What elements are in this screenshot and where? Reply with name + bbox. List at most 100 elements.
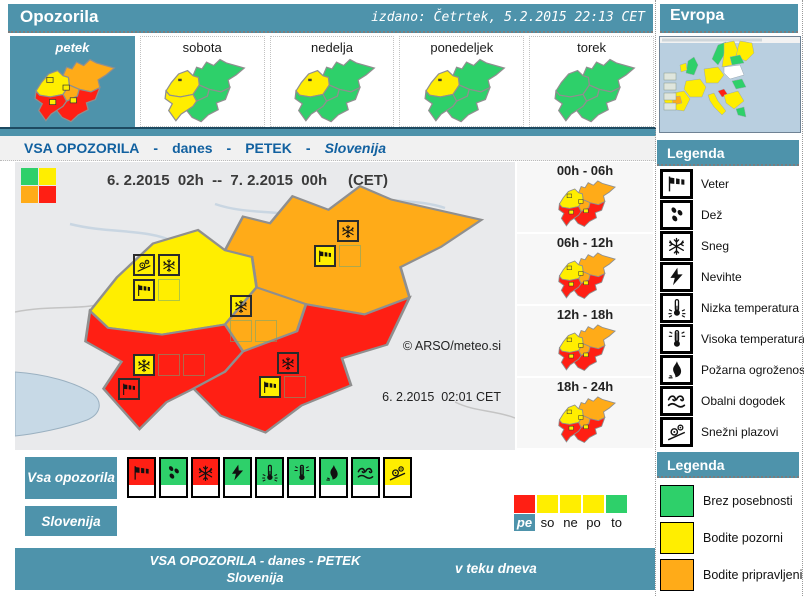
day-level-swatch [514, 495, 535, 513]
day-tab-label: nedelja [311, 40, 353, 55]
footer-line1: VSA OPOZORILA - danes - PETEK [149, 553, 361, 568]
legend-levels-header: Legenda [657, 452, 799, 478]
day-select-so[interactable]: so [537, 495, 558, 531]
dez-icon [161, 459, 186, 485]
filter-plazovi-button[interactable] [383, 457, 412, 498]
filter-nevihte-button[interactable] [223, 457, 252, 498]
day-label: pe [514, 514, 535, 531]
mini-legend-green [21, 168, 38, 185]
veter-icon [129, 459, 154, 485]
legend-item-dez: Dež [657, 199, 803, 230]
day-label: ne [563, 515, 578, 530]
legend-item-label: Dež [701, 207, 723, 222]
nizka-icon [257, 459, 282, 485]
slovenia-row: Slovenija pe so ne po to [15, 495, 655, 540]
legend-level-yellow: Bodite pozorni [657, 519, 803, 556]
filter-visoka-button[interactable] [287, 457, 316, 498]
time-panel-label: 06h - 12h [556, 235, 614, 250]
level-color-swatch [660, 558, 694, 591]
day-tab-ponedeljek[interactable]: ponedeljek [399, 36, 525, 127]
legend-icons-list: Veter Dež Sneg Nevihte Nizka temperatura Viso… [657, 168, 804, 447]
veter-icon [133, 279, 155, 301]
filter-veter-button[interactable] [127, 457, 156, 498]
day-tab-torek[interactable]: torek [529, 36, 654, 127]
time-panel-18h-24h[interactable]: 18h - 24h [517, 378, 653, 448]
legend-item-nevihte: Nevihte [657, 261, 803, 292]
mini-legend-yellow [39, 168, 56, 185]
breadcrumb-segment: danes [172, 140, 213, 156]
filter-dez-button[interactable] [159, 457, 188, 498]
legend-item-nizka: Nizka temperatura [657, 292, 803, 323]
pozarna-icon [660, 354, 693, 385]
page-edge [802, 0, 803, 596]
time-panel-06h-12h[interactable]: 06h - 12h [517, 234, 653, 304]
empty-warning-cell [255, 320, 277, 342]
plazovi-icon [133, 254, 155, 276]
map-attribution: © ARSO/meteo.si 6. 2.2015 02:01 CET [382, 304, 501, 440]
day-level-swatch [560, 495, 581, 513]
filter-nizka-button[interactable] [255, 457, 284, 498]
header-bar: Opozorila izdano: Četrtek, 5.2.2015 22:1… [8, 4, 653, 33]
day-tab-sobota[interactable]: sobota [139, 36, 265, 127]
legend-level-label: Brez posebnosti [703, 493, 793, 508]
day-select-ne[interactable]: ne [560, 495, 581, 531]
legend-item-label: Nizka temperatura [701, 300, 800, 315]
europe-warning-map[interactable] [659, 36, 801, 133]
mini-legend-orange [21, 186, 38, 203]
filter-pozarna-button[interactable] [319, 457, 348, 498]
day-tab-nedelja[interactable]: nedelja [269, 36, 395, 127]
warning-type-filter-icons [127, 457, 412, 498]
slovenia-button[interactable]: Slovenija [25, 506, 117, 536]
day-select-to[interactable]: to [606, 495, 627, 531]
filter-obalni-button[interactable] [351, 457, 380, 498]
time-panel-minimap [553, 323, 617, 373]
footer-bar: VSA OPOZORILA - danes - PETEK Slovenija … [15, 548, 655, 590]
day-label: so [540, 515, 555, 530]
time-panel-12h-18h[interactable]: 12h - 18h [517, 306, 653, 376]
day-tab-petek[interactable]: petek [10, 36, 135, 127]
visoka-icon [660, 323, 693, 354]
legend-item-pozarna: Požarna ogroženost [657, 354, 804, 385]
day-tabs: petek sobota nedelja ponedeljek torek [10, 36, 654, 127]
sneg-icon [230, 295, 252, 317]
legend-item-label: Veter [701, 176, 730, 191]
separator-bar [0, 127, 656, 136]
nizka-icon [660, 292, 693, 323]
legend-item-visoka: Visoka temperatura [657, 323, 804, 354]
time-panel-label: 12h - 18h [556, 307, 614, 322]
sneg-icon [133, 354, 155, 376]
legend-item-sneg: Sneg [657, 230, 803, 261]
time-panel-00h-06h[interactable]: 00h - 06h [517, 162, 653, 232]
empty-warning-cell [183, 354, 205, 376]
day-tab-label: petek [55, 40, 90, 55]
day-tab-minimap [157, 57, 247, 125]
sneg-icon [277, 352, 299, 374]
day-select-po[interactable]: po [583, 495, 604, 531]
dez-icon [660, 199, 693, 230]
empty-warning-cell [230, 320, 252, 342]
day-select-pe[interactable]: pe [514, 495, 535, 531]
filter-sneg-button[interactable] [191, 457, 220, 498]
empty-warning-cell [158, 279, 180, 301]
legend-level-green: Brez posebnosti [657, 482, 803, 519]
attribution-line2: 6. 2.2015 02:01 CET [382, 390, 501, 404]
legend-item-label: Visoka temperatura [701, 331, 804, 346]
day-selector: pe so ne po to [514, 495, 627, 531]
all-warnings-button[interactable]: Vsa opozorila [25, 457, 117, 499]
slovenia-warning-map[interactable]: 6. 2.2015 02h -- 7. 2.2015 00h (CET) © A… [15, 162, 515, 450]
breadcrumb-segment: VSA OPOZORILA [24, 140, 140, 156]
breadcrumb-segment: - [153, 140, 159, 156]
sneg-icon [193, 459, 218, 485]
visoka-icon [289, 459, 314, 485]
day-label: to [611, 515, 622, 530]
mini-legend-red [39, 186, 56, 203]
day-tab-label: torek [577, 40, 607, 55]
day-tab-minimap [27, 57, 117, 125]
map-art [15, 162, 515, 450]
breadcrumb-segment: - [226, 140, 232, 156]
sneg-icon [660, 230, 693, 261]
veter-icon [118, 378, 140, 400]
breadcrumb-segment: - [305, 140, 311, 156]
empty-warning-cell [158, 354, 180, 376]
